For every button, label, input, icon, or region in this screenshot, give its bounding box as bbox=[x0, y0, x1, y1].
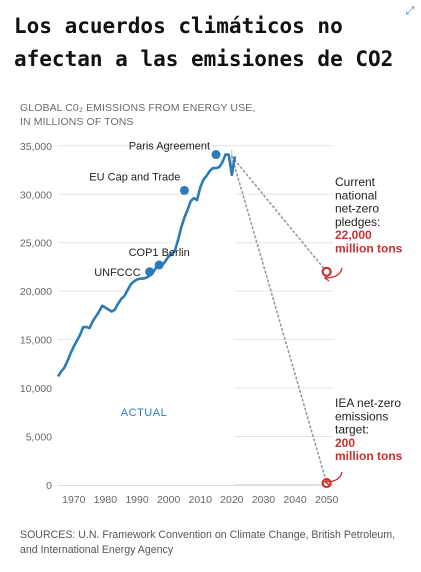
projection-label: IEA net-zero bbox=[335, 396, 401, 410]
projection-line bbox=[231, 155, 328, 273]
y-tick-label: 35,000 bbox=[20, 141, 52, 153]
projection-label: pledges: bbox=[335, 215, 380, 229]
projection-label: national bbox=[335, 188, 377, 202]
projection-value: 22,000 bbox=[335, 228, 372, 242]
x-tick-label: 2010 bbox=[189, 494, 213, 506]
title-line-1: Los acuerdos climáticos no bbox=[14, 14, 343, 38]
y-tick-label: 20,000 bbox=[20, 286, 52, 298]
y-tick-label: 0 bbox=[46, 480, 52, 492]
milestone-point bbox=[145, 267, 155, 277]
area-fill bbox=[58, 154, 236, 486]
chart-title: Los acuerdos climáticos no afectan a las… bbox=[14, 10, 394, 76]
milestone-label: UNFCCC bbox=[94, 267, 140, 279]
x-tick-label: 1990 bbox=[125, 494, 149, 506]
title-line-2: afectan a las emisiones de CO2 bbox=[14, 47, 394, 71]
emissions-line bbox=[56, 153, 237, 378]
projection-label: target: bbox=[335, 423, 369, 437]
projection-label: emissions bbox=[335, 409, 388, 423]
y-axis-label-line-1: GLOBAL C0₂ EMISSIONS FROM ENERGY USE, bbox=[20, 102, 256, 114]
milestone-point bbox=[154, 260, 164, 270]
actual-label: ACTUAL bbox=[121, 407, 167, 419]
x-tick-label: 1980 bbox=[94, 494, 118, 506]
annotation-arrowhead bbox=[323, 274, 330, 282]
annotation-arrow bbox=[324, 267, 343, 279]
annotation-arrowhead bbox=[323, 478, 330, 486]
annotation-arrow bbox=[324, 471, 343, 483]
milestone-point bbox=[211, 150, 221, 160]
projection-target bbox=[321, 266, 332, 277]
y-tick-label: 5,000 bbox=[26, 432, 52, 444]
milestone-label: Paris Agreement bbox=[129, 141, 210, 153]
y-tick-label: 10,000 bbox=[20, 383, 52, 395]
milestone-label: COP1 Berlin bbox=[129, 247, 190, 259]
projection-value: million tons bbox=[335, 242, 403, 256]
x-tick-label: 2020 bbox=[220, 494, 244, 506]
x-tick-label: 1970 bbox=[62, 494, 86, 506]
milestone-point bbox=[179, 185, 189, 195]
y-tick-label: 15,000 bbox=[20, 335, 52, 347]
projection-label: net-zero bbox=[335, 202, 379, 216]
milestone-label: EU Cap and Trade bbox=[89, 171, 180, 183]
projection-line bbox=[231, 155, 328, 484]
projection-label: Current bbox=[335, 175, 376, 189]
expand-icon[interactable]: ⤢ bbox=[405, 4, 415, 17]
sources-note: SOURCES: U.N. Framework Convention on Cl… bbox=[20, 529, 396, 556]
x-tick-label: 2040 bbox=[283, 494, 307, 506]
projection-value: 200 bbox=[335, 436, 355, 450]
projection-value: million tons bbox=[335, 449, 403, 463]
y-axis-label: GLOBAL C0₂ EMISSIONS FROM ENERGY USE, IN… bbox=[20, 101, 255, 129]
x-tick-label: 2030 bbox=[252, 494, 276, 506]
x-tick-label: 2000 bbox=[157, 494, 181, 506]
y-tick-label: 30,000 bbox=[20, 189, 52, 201]
emissions-chart: 0 5,000 10,000 15,000 20,000 25,000 30,000 35,0… bbox=[20, 141, 403, 506]
y-tick-label: 25,000 bbox=[20, 238, 52, 250]
x-tick-label: 2050 bbox=[315, 494, 339, 506]
y-axis-label-line-2: IN MILLIONS OF TONS bbox=[20, 116, 134, 128]
